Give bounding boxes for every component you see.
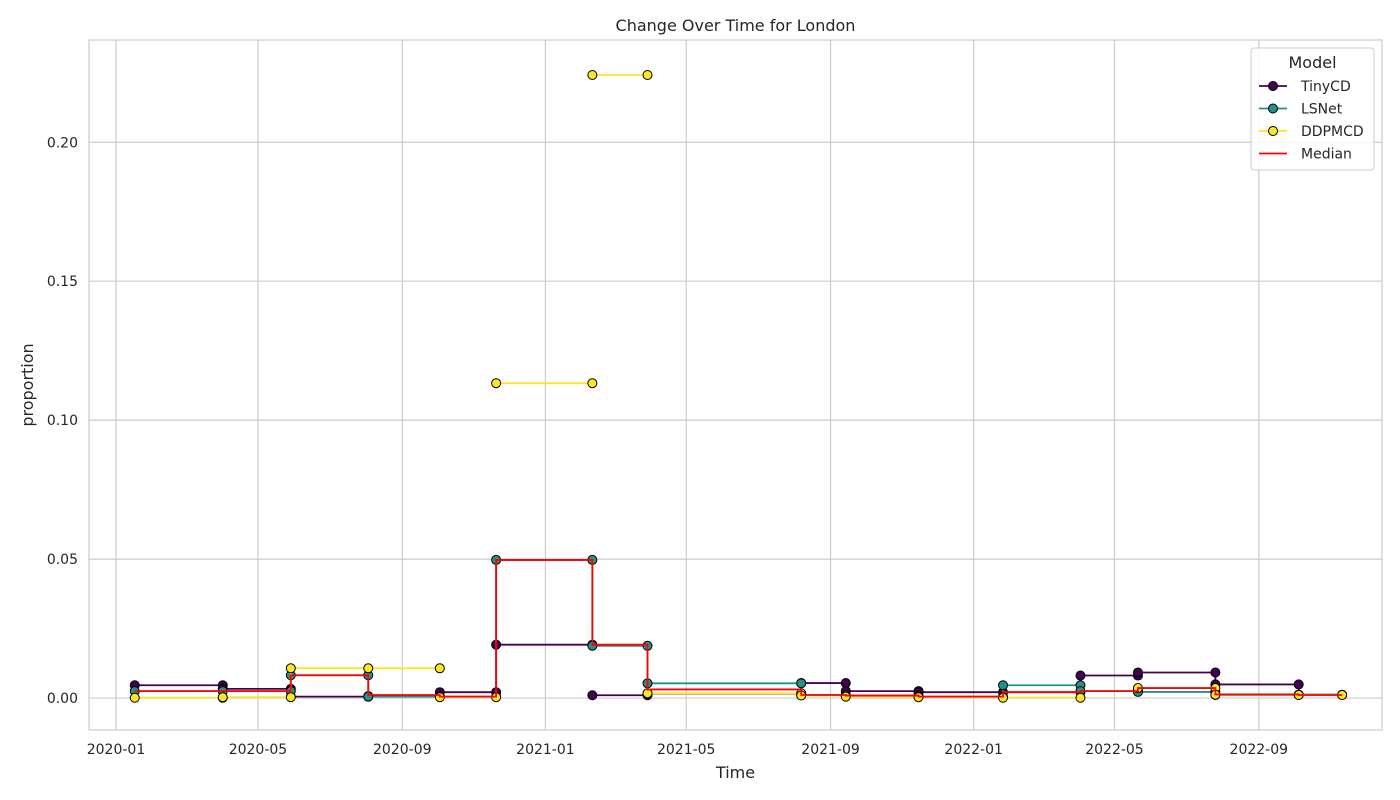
legend-items: TinyCD LSNet DDPMCD Median: [1259, 79, 1364, 163]
data-point-ddpmcd: [491, 378, 502, 389]
data-point-ddpmcd: [285, 663, 296, 674]
data-point-ddpmcd: [1075, 692, 1086, 703]
legend-swatch-marker: [1268, 103, 1278, 114]
y-tick-label: 0.20: [47, 135, 78, 151]
legend-item: DDPMCD: [1259, 124, 1364, 140]
x-tick-label: 2022-05: [1085, 742, 1144, 758]
data-point-ddpmcd: [642, 70, 653, 81]
legend-swatch-marker: [1268, 81, 1278, 91]
data-point-ddpmcd: [363, 663, 374, 674]
legend-title: Model: [1288, 53, 1336, 72]
x-tick-label: 2022-01: [944, 742, 1003, 758]
series-line-median: [134, 559, 1343, 698]
legend-item: LSNet: [1259, 102, 1343, 118]
y-axis-label: proportion: [18, 343, 37, 426]
series-layer: [129, 70, 1348, 703]
x-tick-label: 2022-09: [1230, 742, 1289, 758]
chart-title: Change Over Time for London: [616, 16, 856, 35]
x-tick-label: 2021-09: [801, 742, 860, 758]
data-point-tinycd: [1210, 667, 1221, 678]
x-tick-label: 2020-05: [229, 742, 288, 758]
data-point-tinycd: [587, 690, 598, 701]
data-point-ddpmcd: [285, 692, 296, 703]
data-point-tinycd: [1075, 670, 1086, 681]
legend-label: LSNet: [1301, 102, 1343, 118]
x-tick-label: 2021-05: [657, 742, 716, 758]
legend-item: Median: [1259, 147, 1352, 163]
series-lsnet: [129, 554, 1348, 702]
legend-label: DDPMCD: [1301, 124, 1364, 140]
data-point-ddpmcd: [434, 663, 445, 674]
x-axis-label: Time: [715, 763, 755, 782]
data-point-ddpmcd: [217, 692, 228, 703]
data-point-ddpmcd: [129, 692, 140, 703]
legend-box: [1250, 47, 1375, 171]
series-ddpmcd: [129, 70, 1348, 703]
x-tick-label: 2020-01: [87, 742, 146, 758]
series-median: [134, 559, 1343, 698]
y-tick-label: 0.15: [47, 274, 78, 290]
data-point-ddpmcd: [840, 691, 851, 702]
legend: Model TinyCD LSNet DDPMCD Median: [1250, 47, 1375, 171]
y-tick-label: 0.00: [47, 691, 78, 707]
x-tick-label: 2021-01: [516, 742, 575, 758]
plot-frame: [88, 39, 1383, 731]
x-tick-label: 2020-09: [373, 742, 432, 758]
y-tick-label: 0.05: [47, 552, 78, 568]
data-point-ddpmcd: [587, 70, 598, 81]
series-line-tinycd: [134, 643, 593, 698]
legend-label: Median: [1301, 147, 1352, 163]
legend-swatch-marker: [1268, 126, 1278, 136]
legend-label: TinyCD: [1300, 79, 1351, 95]
data-point-tinycd: [1132, 667, 1143, 678]
data-point-ddpmcd: [587, 378, 598, 389]
legend-item: TinyCD: [1259, 79, 1351, 95]
data-point-tinycd: [1293, 679, 1304, 690]
data-point-lsnet: [796, 678, 807, 689]
y-tick-label: 0.10: [47, 413, 78, 429]
data-point-lsnet: [998, 680, 1009, 691]
tick-labels: 2020-01 2020-05 2020-09 2021-01 2021-05 2021-…: [47, 135, 1288, 758]
grid: [89, 40, 1382, 730]
